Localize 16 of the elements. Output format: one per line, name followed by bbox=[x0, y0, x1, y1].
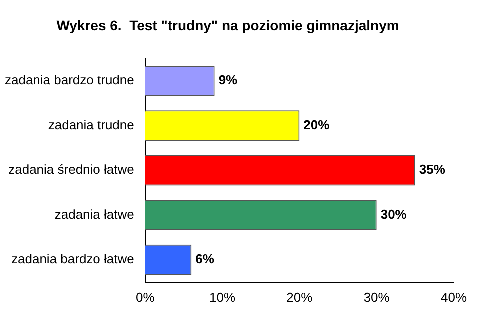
y-tick-label: zadania bardzo łatwe bbox=[12, 252, 134, 267]
data-label: 35% bbox=[419, 162, 446, 178]
data-label: 30% bbox=[380, 206, 408, 222]
x-tick-label: 10% bbox=[210, 290, 236, 305]
x-tick-label: 40% bbox=[440, 290, 468, 305]
data-label: 20% bbox=[304, 117, 330, 132]
data-label: 6% bbox=[196, 252, 215, 267]
x-tick-label: 0% bbox=[136, 290, 156, 305]
x-tick-label: 30% bbox=[364, 290, 390, 305]
y-tick-label: zadania bardzo trudne bbox=[4, 72, 134, 88]
y-tick-label: zadania średnio łatwe bbox=[8, 162, 134, 178]
x-tick-label: 20% bbox=[286, 290, 314, 305]
y-tick-label: zadania trudne bbox=[48, 117, 134, 132]
chart-title: Wykres 6. Test "trudny" na poziomie gimnazjalnym bbox=[56, 17, 400, 34]
data-label: 9% bbox=[218, 72, 238, 88]
y-tick-label: zadania łatwe bbox=[54, 206, 134, 222]
